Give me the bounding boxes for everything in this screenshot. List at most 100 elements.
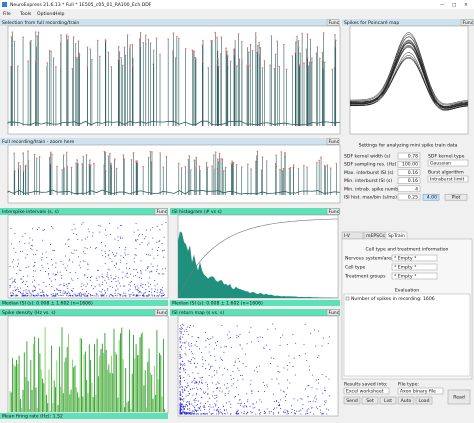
func-button-label[interactable]: Func xyxy=(329,139,340,145)
scatter-dot xyxy=(194,344,196,346)
func-button[interactable] xyxy=(326,208,340,215)
button-label[interactable]: Plot xyxy=(452,195,461,201)
scatter-dot xyxy=(237,402,239,404)
field-value[interactable]: 0.16 xyxy=(408,170,418,176)
tab-label[interactable]: I-V xyxy=(344,233,351,239)
dropdown-value[interactable]: Gaussian xyxy=(430,161,451,167)
menu-item[interactable]: File xyxy=(3,11,11,17)
input-box[interactable] xyxy=(397,152,421,160)
read-button[interactable] xyxy=(447,389,471,405)
field-value[interactable]: 0.25 xyxy=(408,195,418,201)
scatter-dot xyxy=(134,283,136,285)
scatter-dot xyxy=(125,254,127,256)
scatter-dot xyxy=(128,293,130,295)
scatter-dot xyxy=(90,246,92,248)
func-button-label[interactable]: Func xyxy=(157,209,168,215)
func-button-label[interactable]: Func xyxy=(329,20,340,26)
menu-item[interactable]: Tools xyxy=(19,11,32,17)
scatter-dot xyxy=(301,398,303,400)
func-button-label[interactable]: Func xyxy=(329,209,340,215)
scatter-dot xyxy=(129,282,131,284)
field-value[interactable]: 4.00 xyxy=(427,195,437,201)
func-button-label[interactable]: Func xyxy=(329,310,340,316)
field-value[interactable]: 0.78 xyxy=(408,154,418,160)
button[interactable] xyxy=(343,396,361,405)
func-button[interactable] xyxy=(154,309,168,316)
scatter-dot xyxy=(185,354,187,356)
scatter-dot xyxy=(222,413,224,415)
dropdown-value[interactable]: Intraburst limit xyxy=(430,177,464,183)
scatter-dot xyxy=(197,388,199,390)
spike-marker xyxy=(201,44,204,47)
button-label[interactable]: Send xyxy=(346,398,358,404)
input-box[interactable] xyxy=(422,193,440,201)
window-control[interactable]: ✕ xyxy=(464,2,468,8)
scatter-dot xyxy=(104,290,106,292)
dropdown[interactable] xyxy=(427,175,469,183)
scatter-dot xyxy=(14,279,16,281)
tab-label[interactable]: mEPSCs xyxy=(366,233,385,239)
field-value[interactable]: 4 xyxy=(415,186,418,192)
scatter-dot xyxy=(197,372,199,374)
button[interactable] xyxy=(397,396,415,405)
dropdown-value[interactable]: Excel worksheet xyxy=(346,389,384,395)
func-button[interactable] xyxy=(154,208,168,215)
input-box[interactable] xyxy=(397,169,421,176)
tab-label[interactable]: SpTrain xyxy=(388,233,405,239)
button[interactable] xyxy=(379,396,397,405)
dropdown[interactable] xyxy=(427,159,469,167)
button-label[interactable]: Load xyxy=(418,398,429,404)
scatter-dot xyxy=(47,263,49,265)
spike-marker xyxy=(72,36,75,38)
menu-item[interactable]: Help xyxy=(54,11,65,17)
field-label: Min. intrab. spike number xyxy=(344,186,403,192)
func-button[interactable] xyxy=(326,309,340,316)
func-button-label[interactable]: Func xyxy=(157,310,168,316)
button-label[interactable]: Auto xyxy=(401,398,412,404)
button[interactable] xyxy=(361,396,379,405)
func-button-label[interactable]: Func xyxy=(463,20,474,26)
field-value[interactable]: 0.16 xyxy=(408,178,418,184)
field-value[interactable]: 100.00 xyxy=(402,162,418,168)
window-control[interactable]: — xyxy=(440,3,445,8)
menu-item[interactable]: Options xyxy=(37,11,55,17)
button-label[interactable]: Set xyxy=(366,398,374,404)
dropdown-value[interactable]: * Empty * xyxy=(394,274,417,280)
scatter-dot xyxy=(252,403,254,405)
dropdown[interactable] xyxy=(397,387,444,395)
scatter-dot xyxy=(220,358,222,360)
input-box[interactable] xyxy=(397,185,421,193)
scatter-dot xyxy=(182,386,184,388)
scatter-dot xyxy=(179,392,181,394)
plot-button[interactable] xyxy=(444,193,468,201)
dropdown-value[interactable]: * Empty * xyxy=(394,256,417,262)
dropdown[interactable] xyxy=(391,254,438,262)
scatter-dot xyxy=(185,347,187,349)
scatter-dot xyxy=(9,284,11,286)
scatter-dot xyxy=(70,252,72,254)
scatter-dot xyxy=(226,383,228,385)
scatter-dot xyxy=(237,379,239,381)
dropdown[interactable] xyxy=(391,272,438,280)
scatter-dot xyxy=(15,273,17,275)
dropdown[interactable] xyxy=(391,263,438,271)
dropdown-value[interactable]: Axon binary file xyxy=(400,389,436,395)
window-control[interactable]: □ xyxy=(452,3,456,8)
scatter-dot xyxy=(56,274,58,276)
checkbox[interactable] xyxy=(345,296,350,301)
dropdown[interactable] xyxy=(343,387,390,395)
func-button[interactable] xyxy=(326,138,340,145)
dropdown-value[interactable]: * Empty * xyxy=(394,265,417,271)
input-box[interactable] xyxy=(397,177,421,184)
func-button[interactable] xyxy=(460,19,474,26)
button-label[interactable]: List xyxy=(384,398,392,404)
input-box[interactable] xyxy=(397,193,421,201)
func-button[interactable] xyxy=(326,19,340,26)
button-label[interactable]: Read xyxy=(453,395,465,401)
scatter-dot xyxy=(133,294,135,296)
button[interactable] xyxy=(415,396,433,405)
input-box[interactable] xyxy=(397,160,421,168)
scatter-dot xyxy=(195,413,197,415)
scatter-dot xyxy=(326,413,328,415)
scatter-dot xyxy=(180,377,182,379)
